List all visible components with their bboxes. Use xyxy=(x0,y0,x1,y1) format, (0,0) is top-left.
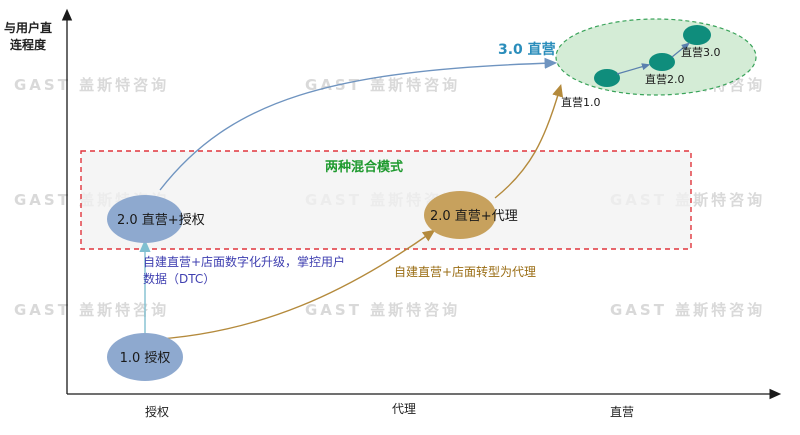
direct-agent-2-label: 2.0 直营+代理 xyxy=(430,209,518,224)
watermark: GAST 盖斯特咨询 xyxy=(14,301,169,319)
sub-arrow xyxy=(671,42,690,58)
hybrid-mode-box xyxy=(80,150,692,250)
direct-license-2-node xyxy=(107,195,183,243)
direct-2-dot xyxy=(649,53,675,71)
direct-agent-2-node xyxy=(424,191,496,239)
y-axis-label-line2: 连程度 xyxy=(10,37,47,52)
arrow-license2-to-direct3 xyxy=(159,57,558,191)
watermark: GAST 盖斯特咨询 xyxy=(305,76,460,94)
x-tick-label: 代理 xyxy=(392,402,416,416)
blue-path-annotation-line2: 数据（DTC） xyxy=(143,271,215,286)
sub-arrow xyxy=(616,63,651,75)
sub-node-label: 直营1.0 xyxy=(561,95,601,109)
arrow-license1-to-agent2 xyxy=(142,229,436,341)
license-1-node xyxy=(107,333,183,381)
sub-node-label: 直营2.0 xyxy=(645,72,685,86)
x-tick-label: 直营 xyxy=(610,405,634,419)
arrow-agent2-to-direct3 xyxy=(494,83,564,199)
sub-node-label: 直营3.0 xyxy=(681,45,721,59)
direct-1-dot xyxy=(594,69,620,87)
direct-3-dot xyxy=(683,25,711,45)
gold-path-annotation: 自建直营+店面转型为代理 xyxy=(394,264,536,279)
direct-license-2-label: 2.0 直营+授权 xyxy=(117,212,205,228)
license-1-label: 1.0 授权 xyxy=(120,350,171,366)
watermark: GAST 盖斯特咨询 xyxy=(14,76,169,94)
blue-path-annotation-line1: 自建直营+店面数字化升级，掌控用户 xyxy=(143,254,345,269)
y-axis-label-line1: 与用户直 xyxy=(4,20,52,35)
direct-3-label: 3.0 直营 xyxy=(498,41,556,58)
hybrid-mode-title: 两种混合模式 xyxy=(325,159,403,175)
x-tick-label: 授权 xyxy=(145,404,169,419)
watermark: GAST 盖斯特咨询 xyxy=(305,301,460,319)
watermark: GAST 盖斯特咨询 xyxy=(610,301,765,319)
